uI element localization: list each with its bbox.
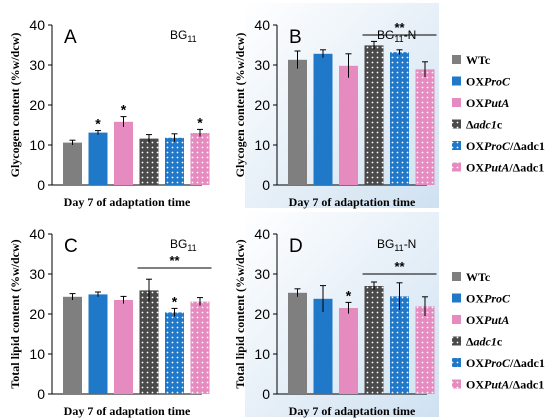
bar-Δadc1c (364, 286, 384, 394)
y-tick-label: 0 (262, 177, 270, 193)
bar-WTc (288, 292, 307, 394)
y-tick-label: 30 (29, 266, 45, 282)
bar-OXPutA (339, 308, 358, 394)
y-tick-label: 20 (254, 306, 270, 322)
bar-OXProC/Δadc1 (390, 52, 409, 186)
panel-letter: D (289, 236, 303, 257)
bar-OXPutA/Δadc1 (415, 69, 435, 185)
significance-mark: * (172, 293, 178, 309)
legend-label: OXProC (466, 292, 511, 306)
bracket-label: ** (394, 20, 405, 35)
legend-swatch (452, 98, 461, 107)
legend-label: OXProC (466, 75, 511, 89)
y-tick-label: 10 (254, 137, 270, 153)
legend-label: WTc (466, 53, 491, 67)
bar-OXProC/Δadc1 (390, 296, 409, 394)
bracket-label: ** (169, 253, 180, 268)
panel-letter: C (64, 236, 78, 257)
x-axis-label: Day 7 of adaptation time (289, 404, 416, 418)
legend-swatch (452, 119, 461, 129)
bar-WTc (63, 142, 82, 185)
legend-label: OXPutA/Δadc1 (466, 161, 544, 175)
y-tick-label: 20 (29, 306, 45, 322)
legend-label: OXPutA (466, 313, 509, 327)
bar-OXProC (313, 53, 333, 185)
bar-OXProC/Δadc1 (165, 312, 184, 394)
bracket-label: ** (394, 259, 405, 274)
legend-label: OXPutA/Δadc1 (466, 378, 544, 392)
legend-2: WTc OXProC OXPutA Δadc1c OXProC/Δadc1 OXPutA/… (452, 270, 545, 392)
y-tick-label: 0 (37, 386, 45, 402)
y-axis-label: Total lipid content (%w/dcw) (233, 239, 247, 388)
y-tick-label: 30 (254, 266, 270, 282)
panel-letter: B (289, 27, 302, 48)
legend-swatch (452, 358, 461, 367)
significance-mark: * (346, 287, 352, 303)
bar-OXPutA (114, 121, 133, 185)
y-tick-label: 20 (254, 97, 270, 113)
legend-label: OXProC/Δadc1 (466, 356, 545, 370)
legend-label: OXProC/Δadc1 (466, 139, 545, 153)
y-tick-label: 20 (29, 97, 45, 113)
y-tick-label: 40 (254, 226, 270, 242)
bar-OXProC (313, 298, 333, 394)
y-tick-label: 10 (29, 346, 45, 362)
bar-Δadc1c (139, 138, 159, 185)
bar-WTc (288, 59, 307, 185)
bar-OXPutA/Δadc1 (415, 306, 435, 394)
bar-OXPutA (339, 65, 358, 185)
significance-mark: * (121, 102, 127, 118)
legend-swatch (452, 162, 461, 172)
condition-label: BG11 (170, 237, 197, 253)
bar-OXPutA (114, 300, 133, 394)
legend-label: Δadc1c (466, 118, 503, 132)
y-tick-label: 0 (37, 177, 45, 193)
bar-Δadc1c (364, 45, 384, 186)
legend-1: WTc OXProC OXPutA Δadc1c OXProC/Δadc1 OXPutA/… (452, 53, 545, 175)
y-axis-label: Total lipid content (%w/dcw) (8, 239, 22, 388)
legend-swatch (452, 55, 461, 64)
significance-mark: * (197, 114, 203, 130)
y-tick-label: 10 (254, 346, 270, 362)
x-axis-label: Day 7 of adaptation time (289, 195, 416, 209)
legend-swatch (452, 379, 461, 389)
y-tick-label: 0 (262, 386, 270, 402)
legend-label: WTc (466, 270, 491, 284)
x-axis-label: Day 7 of adaptation time (64, 404, 191, 418)
y-axis-label: Glycogen content (%w/dcw) (8, 33, 22, 178)
bar-OXProC/Δadc1 (165, 137, 184, 185)
legend-label: Δadc1c (466, 335, 503, 349)
panel-D: 0 10 20 30 40 Total lipid content (%w/dcw) Day… (233, 212, 439, 418)
y-tick-label: 40 (29, 226, 45, 242)
bar-OXPutA/Δadc1 (190, 133, 210, 185)
condition-label: BG11-N (377, 237, 416, 253)
legend-label: OXPutA (466, 96, 509, 110)
significance-mark: * (95, 116, 101, 132)
panel-C: 0 10 20 30 40 Total lipid content (%w/dcw) Day… (8, 226, 212, 418)
legend-swatch (452, 336, 461, 346)
legend-swatch (452, 141, 461, 150)
bar-Δadc1c (139, 290, 159, 394)
legend-swatch (452, 293, 461, 303)
bar-OXProC (88, 132, 108, 185)
panel-letter: A (64, 27, 77, 48)
legend-swatch (452, 272, 461, 281)
x-axis-label: Day 7 of adaptation time (64, 195, 191, 209)
bar-OXProC (88, 294, 108, 394)
y-axis-label: Glycogen content (%w/dcw) (233, 33, 247, 178)
bar-OXPutA/Δadc1 (190, 301, 210, 394)
y-tick-label: 40 (29, 17, 45, 33)
panel-B: 0 10 20 30 40 Glycogen content (%w/dcw) Day 7 … (233, 3, 439, 209)
legend-swatch (452, 76, 461, 86)
y-tick-label: 10 (29, 137, 45, 153)
y-tick-label: 30 (29, 57, 45, 73)
bar-WTc (63, 296, 82, 394)
legend-swatch (452, 315, 461, 324)
condition-label: BG11 (170, 28, 197, 44)
y-tick-label: 30 (254, 57, 270, 73)
y-tick-label: 40 (254, 17, 270, 33)
panel-A: 0 10 20 30 40 Glycogen content (%w/dcw) Day 7 … (8, 17, 210, 209)
